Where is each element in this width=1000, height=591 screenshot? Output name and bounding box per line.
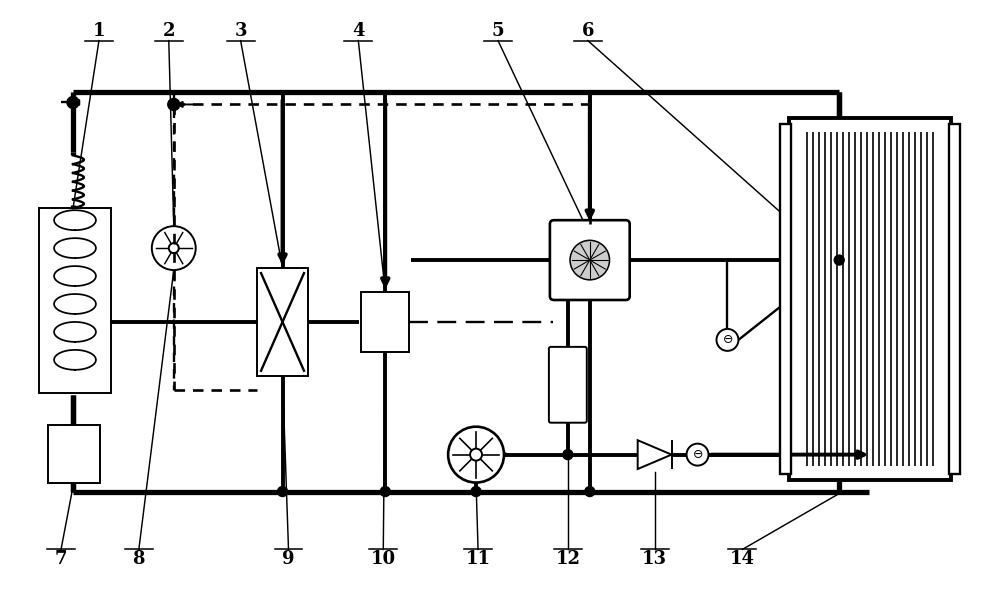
Circle shape [168,99,180,111]
Circle shape [834,255,844,265]
Text: $\ominus$: $\ominus$ [692,448,703,461]
Circle shape [585,486,595,496]
Circle shape [67,96,79,108]
Text: $\ominus$: $\ominus$ [722,333,733,346]
Circle shape [380,486,390,496]
Circle shape [152,226,196,270]
Bar [780,124,791,473]
Text: 3: 3 [234,22,247,40]
Text: 5: 5 [492,22,504,40]
Circle shape [470,449,482,460]
Circle shape [169,243,179,253]
Bar [361,292,409,352]
FancyBboxPatch shape [550,220,630,300]
FancyBboxPatch shape [549,347,587,423]
Circle shape [471,486,481,496]
Text: 10: 10 [371,550,396,569]
Bar [789,118,951,479]
Text: 2: 2 [163,22,175,40]
Circle shape [687,444,709,466]
Circle shape [570,241,610,280]
Polygon shape [638,440,672,469]
Circle shape [278,486,288,496]
Circle shape [716,329,738,351]
Circle shape [448,427,504,483]
Text: 14: 14 [730,550,755,569]
Text: 12: 12 [555,550,580,569]
Text: 7: 7 [55,550,67,569]
Text: 6: 6 [582,22,594,40]
Bar [949,124,960,473]
Text: 9: 9 [282,550,295,569]
Text: 11: 11 [466,550,491,569]
Circle shape [563,450,573,460]
Text: 13: 13 [642,550,667,569]
Text: 4: 4 [352,22,365,40]
Bar [257,268,308,376]
Text: 1: 1 [93,22,105,40]
Bar [48,425,100,483]
Text: 8: 8 [133,550,145,569]
Bar [39,208,111,393]
